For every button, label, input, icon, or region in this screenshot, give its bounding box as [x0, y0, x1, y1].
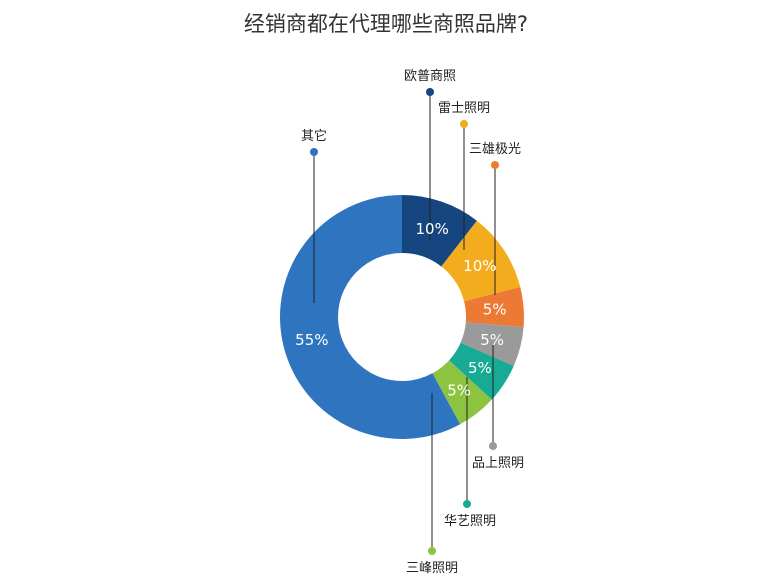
donut-segment: [460, 322, 524, 367]
segment-value-label: 5%: [480, 331, 504, 349]
category-label: 其它: [301, 128, 327, 144]
segment-value-label: 5%: [468, 359, 492, 377]
callout-dot: [428, 547, 436, 555]
segment-value-label: 5%: [447, 381, 471, 399]
callout-dot: [460, 120, 468, 128]
category-label: 雷士照明: [438, 101, 490, 116]
callout-dot: [489, 442, 497, 450]
category-label: 品上照明: [472, 456, 524, 471]
segment-value-label: 5%: [483, 300, 507, 318]
callout-dot: [463, 500, 471, 508]
callout-dot: [310, 148, 318, 156]
donut-segment: [464, 287, 524, 328]
chart-title: 经销商都在代理哪些商照品牌?: [243, 12, 529, 36]
callout-dot: [491, 161, 499, 169]
donut-segment: [402, 195, 477, 267]
donut-segment: [441, 220, 521, 302]
callout-dot: [426, 88, 434, 96]
chart-segments: [279, 195, 524, 439]
category-label: 欧普商照: [404, 69, 456, 84]
donut-segment: [432, 360, 492, 425]
segment-value-label: 55%: [295, 331, 328, 349]
chart-value-labels: 10% 10% 5% 5% 5% 5% 55%: [295, 220, 506, 399]
segment-value-label: 10%: [416, 220, 449, 238]
donut-segment: [449, 342, 514, 400]
category-label: 三雄极光: [469, 142, 521, 157]
category-label: 三峰照明: [406, 561, 458, 576]
segment-value-label: 10%: [463, 257, 496, 275]
category-label: 华艺照明: [444, 514, 496, 529]
donut-segment: [279, 195, 461, 439]
